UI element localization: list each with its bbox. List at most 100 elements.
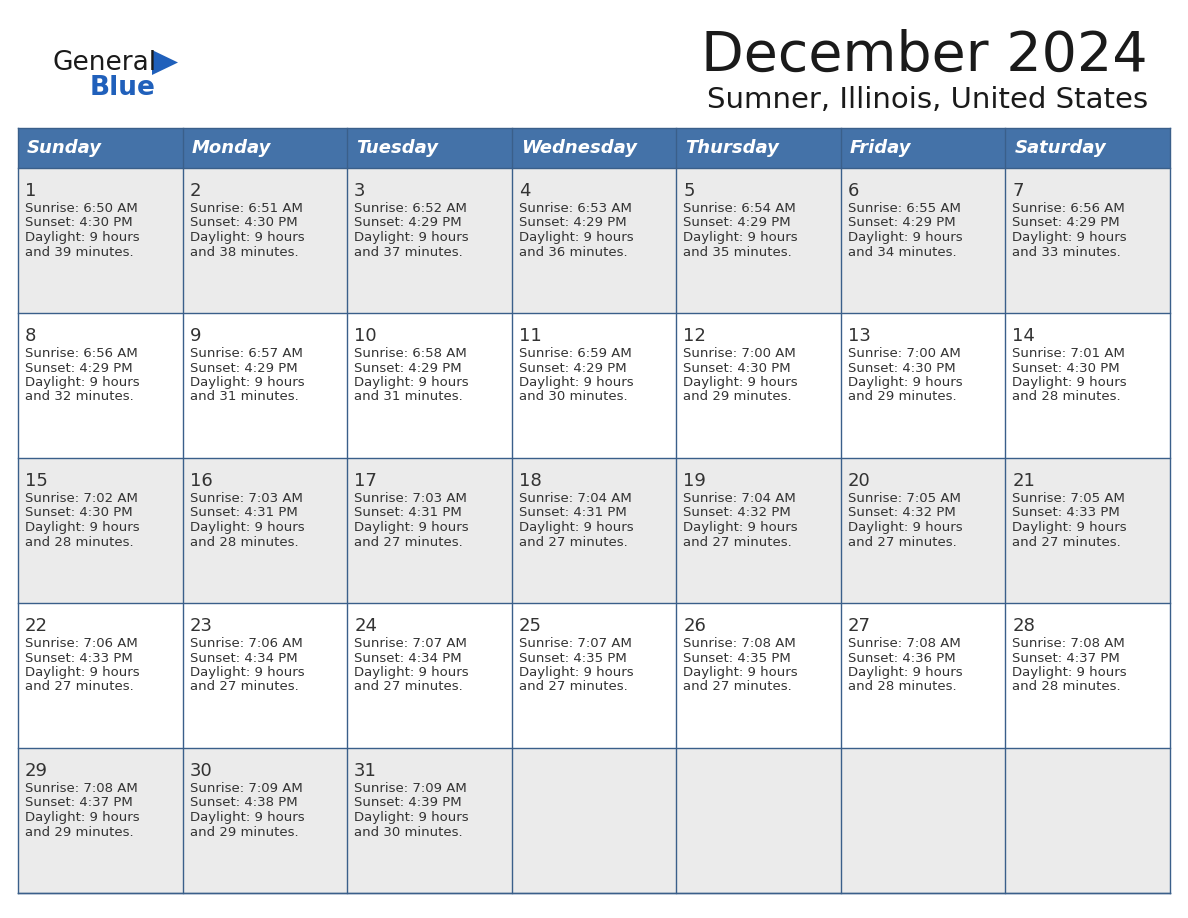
Text: Sunset: 4:32 PM: Sunset: 4:32 PM xyxy=(683,507,791,520)
Text: and 37 minutes.: and 37 minutes. xyxy=(354,245,463,259)
Text: Sunset: 4:29 PM: Sunset: 4:29 PM xyxy=(683,217,791,230)
Text: and 30 minutes.: and 30 minutes. xyxy=(354,825,463,838)
Text: December 2024: December 2024 xyxy=(701,29,1148,83)
Text: Sunrise: 6:50 AM: Sunrise: 6:50 AM xyxy=(25,202,138,215)
Text: Daylight: 9 hours: Daylight: 9 hours xyxy=(848,376,962,389)
Bar xyxy=(18,128,1170,168)
Text: Sunrise: 7:06 AM: Sunrise: 7:06 AM xyxy=(190,637,302,650)
Text: Daylight: 9 hours: Daylight: 9 hours xyxy=(683,231,798,244)
Bar xyxy=(18,168,1170,313)
Text: and 34 minutes.: and 34 minutes. xyxy=(848,245,956,259)
Text: Sunset: 4:29 PM: Sunset: 4:29 PM xyxy=(519,217,626,230)
Text: Daylight: 9 hours: Daylight: 9 hours xyxy=(848,666,962,679)
Text: Sunrise: 6:56 AM: Sunrise: 6:56 AM xyxy=(25,347,138,360)
Text: and 28 minutes.: and 28 minutes. xyxy=(25,535,133,548)
Text: 9: 9 xyxy=(190,327,201,345)
Text: Sunset: 4:31 PM: Sunset: 4:31 PM xyxy=(519,507,626,520)
Text: Daylight: 9 hours: Daylight: 9 hours xyxy=(1012,666,1127,679)
Text: and 29 minutes.: and 29 minutes. xyxy=(683,390,792,404)
Text: 19: 19 xyxy=(683,472,706,490)
Text: 11: 11 xyxy=(519,327,542,345)
Text: Daylight: 9 hours: Daylight: 9 hours xyxy=(519,376,633,389)
Text: Sunset: 4:30 PM: Sunset: 4:30 PM xyxy=(25,217,133,230)
Text: Daylight: 9 hours: Daylight: 9 hours xyxy=(519,231,633,244)
Text: and 27 minutes.: and 27 minutes. xyxy=(354,535,463,548)
Text: 18: 18 xyxy=(519,472,542,490)
Text: Sunrise: 7:06 AM: Sunrise: 7:06 AM xyxy=(25,637,138,650)
Text: and 32 minutes.: and 32 minutes. xyxy=(25,390,134,404)
Text: Daylight: 9 hours: Daylight: 9 hours xyxy=(1012,231,1127,244)
Text: General: General xyxy=(52,50,156,76)
Text: Daylight: 9 hours: Daylight: 9 hours xyxy=(25,231,140,244)
Text: Sunrise: 7:05 AM: Sunrise: 7:05 AM xyxy=(1012,492,1125,505)
Text: Daylight: 9 hours: Daylight: 9 hours xyxy=(683,666,798,679)
Text: 25: 25 xyxy=(519,617,542,635)
Text: Monday: Monday xyxy=(191,139,271,157)
Text: Sunset: 4:31 PM: Sunset: 4:31 PM xyxy=(190,507,297,520)
Text: Sunset: 4:30 PM: Sunset: 4:30 PM xyxy=(25,507,133,520)
Text: Sunset: 4:38 PM: Sunset: 4:38 PM xyxy=(190,797,297,810)
Text: 15: 15 xyxy=(25,472,48,490)
Text: Sunset: 4:29 PM: Sunset: 4:29 PM xyxy=(354,217,462,230)
Text: Daylight: 9 hours: Daylight: 9 hours xyxy=(25,376,140,389)
Text: 5: 5 xyxy=(683,182,695,200)
Text: 23: 23 xyxy=(190,617,213,635)
Text: Sunrise: 7:08 AM: Sunrise: 7:08 AM xyxy=(25,782,138,795)
Bar xyxy=(18,748,1170,893)
Text: 24: 24 xyxy=(354,617,377,635)
Text: Sunrise: 6:55 AM: Sunrise: 6:55 AM xyxy=(848,202,961,215)
Text: Sunrise: 7:03 AM: Sunrise: 7:03 AM xyxy=(354,492,467,505)
Text: and 28 minutes.: and 28 minutes. xyxy=(848,680,956,693)
Text: and 35 minutes.: and 35 minutes. xyxy=(683,245,792,259)
Text: 4: 4 xyxy=(519,182,530,200)
Text: Daylight: 9 hours: Daylight: 9 hours xyxy=(1012,376,1127,389)
Text: Sunset: 4:33 PM: Sunset: 4:33 PM xyxy=(1012,507,1120,520)
Text: Daylight: 9 hours: Daylight: 9 hours xyxy=(190,666,304,679)
Text: and 31 minutes.: and 31 minutes. xyxy=(190,390,298,404)
Text: Daylight: 9 hours: Daylight: 9 hours xyxy=(190,521,304,534)
Text: Daylight: 9 hours: Daylight: 9 hours xyxy=(848,231,962,244)
Text: and 29 minutes.: and 29 minutes. xyxy=(25,825,133,838)
Text: Thursday: Thursday xyxy=(685,139,779,157)
Text: Sunset: 4:35 PM: Sunset: 4:35 PM xyxy=(683,652,791,665)
Text: and 39 minutes.: and 39 minutes. xyxy=(25,245,133,259)
Text: 2: 2 xyxy=(190,182,201,200)
Text: and 27 minutes.: and 27 minutes. xyxy=(519,535,627,548)
Text: Sunset: 4:37 PM: Sunset: 4:37 PM xyxy=(25,797,133,810)
Text: Sunrise: 7:08 AM: Sunrise: 7:08 AM xyxy=(1012,637,1125,650)
Text: Sunrise: 6:56 AM: Sunrise: 6:56 AM xyxy=(1012,202,1125,215)
Text: 22: 22 xyxy=(25,617,48,635)
Text: Sunset: 4:30 PM: Sunset: 4:30 PM xyxy=(190,217,297,230)
Text: Sunset: 4:32 PM: Sunset: 4:32 PM xyxy=(848,507,955,520)
Text: Sunset: 4:29 PM: Sunset: 4:29 PM xyxy=(519,362,626,375)
Text: Daylight: 9 hours: Daylight: 9 hours xyxy=(354,376,469,389)
Text: 7: 7 xyxy=(1012,182,1024,200)
Text: Sunrise: 7:08 AM: Sunrise: 7:08 AM xyxy=(683,637,796,650)
Text: and 31 minutes.: and 31 minutes. xyxy=(354,390,463,404)
Text: Friday: Friday xyxy=(849,139,911,157)
Text: Daylight: 9 hours: Daylight: 9 hours xyxy=(354,666,469,679)
Text: 27: 27 xyxy=(848,617,871,635)
Text: Sunset: 4:34 PM: Sunset: 4:34 PM xyxy=(354,652,462,665)
Text: Sunset: 4:29 PM: Sunset: 4:29 PM xyxy=(1012,217,1120,230)
Text: Sunrise: 7:07 AM: Sunrise: 7:07 AM xyxy=(354,637,467,650)
Text: Sunset: 4:30 PM: Sunset: 4:30 PM xyxy=(1012,362,1120,375)
Text: and 29 minutes.: and 29 minutes. xyxy=(190,825,298,838)
Text: 13: 13 xyxy=(848,327,871,345)
Text: Tuesday: Tuesday xyxy=(356,139,438,157)
Text: and 28 minutes.: and 28 minutes. xyxy=(1012,680,1121,693)
Text: 12: 12 xyxy=(683,327,706,345)
Text: and 38 minutes.: and 38 minutes. xyxy=(190,245,298,259)
Text: Sunset: 4:33 PM: Sunset: 4:33 PM xyxy=(25,652,133,665)
Text: Sunset: 4:31 PM: Sunset: 4:31 PM xyxy=(354,507,462,520)
Text: Sunrise: 7:00 AM: Sunrise: 7:00 AM xyxy=(683,347,796,360)
Text: Sunset: 4:36 PM: Sunset: 4:36 PM xyxy=(848,652,955,665)
Text: 17: 17 xyxy=(354,472,377,490)
Text: Sunrise: 7:08 AM: Sunrise: 7:08 AM xyxy=(848,637,961,650)
Text: and 28 minutes.: and 28 minutes. xyxy=(1012,390,1121,404)
Text: Daylight: 9 hours: Daylight: 9 hours xyxy=(190,376,304,389)
Text: Sunrise: 7:01 AM: Sunrise: 7:01 AM xyxy=(1012,347,1125,360)
Text: Daylight: 9 hours: Daylight: 9 hours xyxy=(190,231,304,244)
Bar xyxy=(18,313,1170,458)
Text: Sunset: 4:39 PM: Sunset: 4:39 PM xyxy=(354,797,462,810)
